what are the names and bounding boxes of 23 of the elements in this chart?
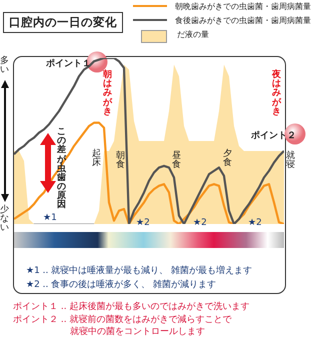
annotation: 夕食 (223, 149, 232, 168)
annotation: ポイント２ (251, 130, 296, 142)
text: 少ない (0, 205, 10, 234)
annotation: 朝食 (116, 151, 126, 170)
chart-title: 口腔内の一日の変化 (3, 12, 123, 33)
annotation: 昼食 (172, 151, 182, 170)
annotation: ★2 (193, 218, 207, 228)
annotation: ポイント１ (46, 58, 91, 70)
annotation: ★1 (43, 213, 57, 223)
legend-label: だ液の量 (177, 28, 209, 40)
text: ポイント２ .. 就寝前の菌数をはみがきで減らすことで就寝中の菌をコントロールします (13, 314, 232, 338)
text: 就寝 (286, 151, 296, 170)
annotation: 起床 (92, 149, 102, 168)
text: ★1 .. 就寝中は唾液量が最も減り、 雑菌が最も増えます (26, 264, 252, 277)
text: 多い (0, 56, 10, 76)
legend-label: 朝晩歯みがきでの虫歯菌・歯周病菌量 (175, 0, 311, 12)
annotation: 夜はみがき (272, 70, 282, 117)
legend-label: 食後歯みがきでの虫歯菌・歯周病菌量 (175, 14, 311, 26)
annotation: ★2 (248, 218, 262, 228)
annotation: ★2 (136, 218, 150, 228)
text: ポイント１ .. 起床後菌が最も多いのではみがきで洗います (13, 300, 250, 313)
annotation: 朝はみがき (103, 70, 112, 117)
text: ★2 .. 食事の後は唾液が多く、 雑菌が減ります (26, 278, 216, 291)
